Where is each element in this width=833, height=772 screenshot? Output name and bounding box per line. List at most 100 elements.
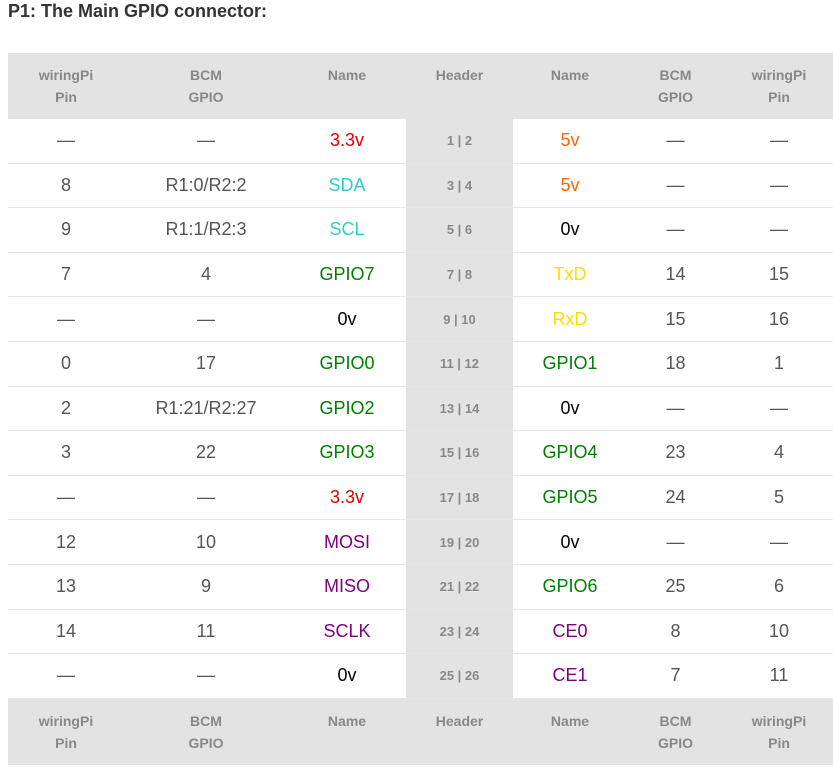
bcm-gpio-left: 4 (200, 264, 211, 285)
bcm-gpio-left: R1:1/R2:3 (165, 219, 247, 240)
header-pins: 5 | 6 (406, 208, 513, 252)
pin-name-left: 3.3v (329, 487, 365, 508)
bcm-gpio-right: — (666, 219, 685, 240)
header-pins-label: 13 | 14 (439, 400, 480, 416)
header-pins: 3 | 4 (406, 163, 513, 208)
pin-name-right: GPIO1 (542, 353, 598, 374)
header-line-1: Header (435, 67, 484, 83)
table-row: 2 R1:21/R2:27 GPIO2 13 | 14 0v — — (8, 386, 833, 432)
header-wiringpi-left: wiringPi Pin (8, 699, 124, 754)
header-line-1: Header (435, 712, 484, 729)
header-line-2: Pin (55, 734, 77, 751)
pin-name-right: TxD (553, 264, 587, 285)
table-row: 8 R1:0/R2:2 SDA 3 | 4 5v — — (8, 163, 833, 209)
bcm-gpio-right: 25 (665, 576, 686, 597)
header-pins: 21 | 22 (406, 564, 513, 609)
header-pins-label: 25 | 26 (439, 668, 480, 684)
pin-name-left: MOSI (323, 531, 370, 552)
header-line-1: Name (550, 67, 590, 83)
header-line-1: wiringPi (751, 67, 807, 83)
header-header: Header (406, 53, 513, 86)
header-line-2: GPIO (657, 734, 693, 751)
bcm-gpio-right: — (666, 397, 685, 418)
header-line-2: Pin (55, 89, 77, 105)
header-line-2: GPIO (657, 89, 693, 105)
bcm-gpio-right: — (666, 174, 685, 195)
bcm-gpio-left: — (197, 130, 215, 151)
wiringpi-pin-right: 16 (768, 308, 790, 329)
header-line-1: BCM (190, 712, 222, 729)
bcm-gpio-right: — (666, 130, 685, 151)
table-row: 13 9 MISO 21 | 22 GPIO6 25 6 (8, 564, 833, 610)
header-line-1: BCM (659, 712, 692, 729)
wiringpi-pin-left: 9 (60, 219, 71, 240)
wiringpi-pin-left: — (57, 665, 75, 686)
wiringpi-pin-right: — (770, 174, 788, 195)
pin-name-left: 0v (337, 308, 357, 329)
wiringpi-pin-left: — (57, 308, 75, 329)
wiringpi-pin-right: 11 (769, 665, 789, 686)
bcm-gpio-left: 10 (195, 531, 217, 552)
bcm-gpio-right: 18 (665, 353, 686, 374)
header-name-left: Name (288, 699, 406, 732)
header-pins-label: 19 | 20 (439, 534, 480, 550)
header-wiringpi-left: wiringPi Pin (8, 53, 124, 108)
pin-name-left: GPIO3 (319, 442, 375, 463)
wiringpi-pin-right: 4 (773, 442, 784, 463)
table-row: 12 10 MOSI 19 | 20 0v — — (8, 520, 833, 565)
header-pins: 23 | 24 (406, 609, 513, 654)
bcm-gpio-left: — (197, 308, 215, 329)
pin-name-left: GPIO0 (319, 353, 375, 374)
header-line-1: BCM (190, 67, 222, 83)
header-pins: 9 | 10 (406, 297, 513, 341)
header-pins: 15 | 16 (406, 431, 513, 475)
wiringpi-pin-left: 7 (60, 264, 71, 285)
wiringpi-pin-right: 5 (773, 487, 784, 508)
header-line-1: Name (327, 712, 367, 729)
header-line-1: Name (550, 712, 590, 729)
header-pins-label: 7 | 8 (446, 267, 473, 283)
pin-name-left: SDA (328, 174, 366, 195)
header-bcm-left: BCM GPIO (124, 699, 288, 754)
bcm-gpio-right: — (666, 531, 685, 552)
table-header-bottom: wiringPi Pin BCM GPIO Name Header Name BCM GPIO w… (8, 698, 833, 765)
bcm-gpio-right: 15 (665, 308, 686, 329)
wiringpi-pin-right: — (770, 531, 788, 552)
header-line-2: GPIO (188, 89, 224, 105)
header-pins-label: 9 | 10 (443, 311, 476, 327)
header-header: Header (406, 699, 513, 732)
header-pins-label: 17 | 18 (439, 490, 480, 506)
table-header-top: wiringPi Pin BCM GPIO Name Header Name BCM GPIO w… (8, 53, 833, 119)
pin-name-right: 5v (560, 174, 580, 195)
header-pins: 11 | 12 (406, 341, 513, 386)
bcm-gpio-left: 9 (200, 576, 211, 597)
header-pins: 13 | 14 (406, 386, 513, 431)
bcm-gpio-right: 7 (670, 665, 681, 686)
wiringpi-pin-right: 6 (773, 576, 784, 597)
table-row: — — 0v 9 | 10 RxD 15 16 (8, 297, 833, 342)
header-pins: 25 | 26 (406, 654, 513, 698)
header-line-2: GPIO (188, 734, 224, 751)
wiringpi-pin-right: — (770, 397, 788, 418)
header-pins: 7 | 8 (406, 252, 513, 297)
bcm-gpio-left: R1:0/R2:2 (165, 174, 247, 195)
header-pins-label: 21 | 22 (439, 579, 480, 595)
wiringpi-pin-right: — (770, 219, 788, 240)
header-line-2: Pin (768, 734, 790, 751)
header-pins: 1 | 2 (406, 119, 513, 163)
header-pins: 17 | 18 (406, 475, 513, 520)
wiringpi-pin-left: 0 (60, 353, 71, 374)
header-pins-label: 3 | 4 (446, 177, 473, 193)
pin-name-left: 3.3v (329, 130, 365, 151)
pin-name-right: GPIO6 (542, 576, 598, 597)
header-line-1: wiringPi (751, 712, 807, 729)
header-line-1: wiringPi (38, 67, 94, 83)
table-row: 7 4 GPIO7 7 | 8 TxD 14 15 (8, 252, 833, 298)
pin-name-left: GPIO7 (319, 264, 375, 285)
wiringpi-pin-left: 2 (60, 397, 71, 418)
pin-name-left: MISO (323, 576, 370, 597)
table-row: — — 3.3v 1 | 2 5v — — (8, 119, 833, 164)
bcm-gpio-left: — (197, 487, 215, 508)
bcm-gpio-right: 8 (670, 620, 681, 641)
pin-name-left: SCLK (323, 620, 371, 641)
